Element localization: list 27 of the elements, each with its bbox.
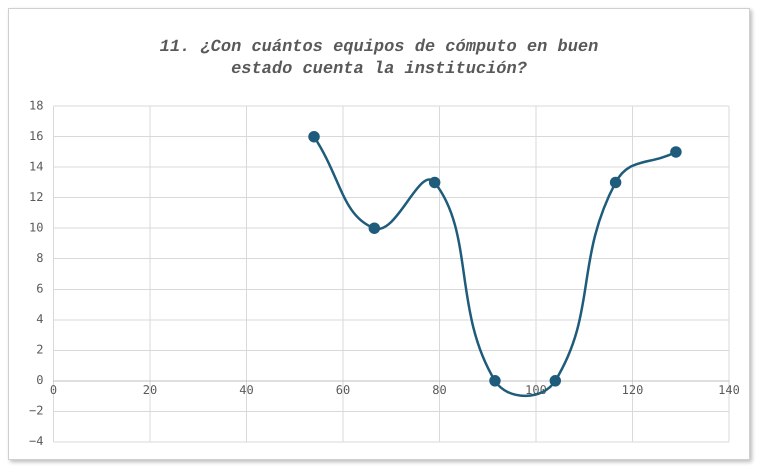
point [489, 375, 501, 387]
x-tick-label: 80 [432, 383, 447, 398]
x-tick-label: 120 [622, 383, 644, 398]
x-tick-label: 40 [239, 383, 254, 398]
x-tick-label: 0 [50, 383, 58, 398]
y-tick-label: −2 [28, 403, 44, 418]
point [428, 176, 440, 188]
y-tick-label: 6 [36, 281, 44, 296]
y-tick-label: −4 [28, 434, 44, 448]
chart-title: 11. ¿Con cuántos equipos de cómputo en buen estado cuenta la institución? [158, 37, 600, 81]
y-tick-label: 8 [36, 250, 44, 265]
point [610, 176, 622, 188]
x-tick-label: 20 [142, 383, 158, 398]
point [670, 146, 682, 158]
y-tick-label: 18 [28, 98, 44, 112]
point [368, 222, 380, 234]
y-tick-label: 12 [28, 190, 44, 204]
y-tick-label: 16 [28, 128, 44, 143]
point [308, 130, 320, 142]
point [550, 375, 562, 387]
y-tick-label: 4 [36, 312, 44, 326]
x-tick-label: 60 [336, 383, 350, 398]
x-tick-label: 140 [718, 383, 740, 398]
y-tick-label: 2 [36, 342, 44, 356]
y-tick-label: 0 [36, 372, 44, 387]
y-tick-label: 14 [28, 159, 44, 174]
y-tick-label: 10 [28, 220, 44, 234]
